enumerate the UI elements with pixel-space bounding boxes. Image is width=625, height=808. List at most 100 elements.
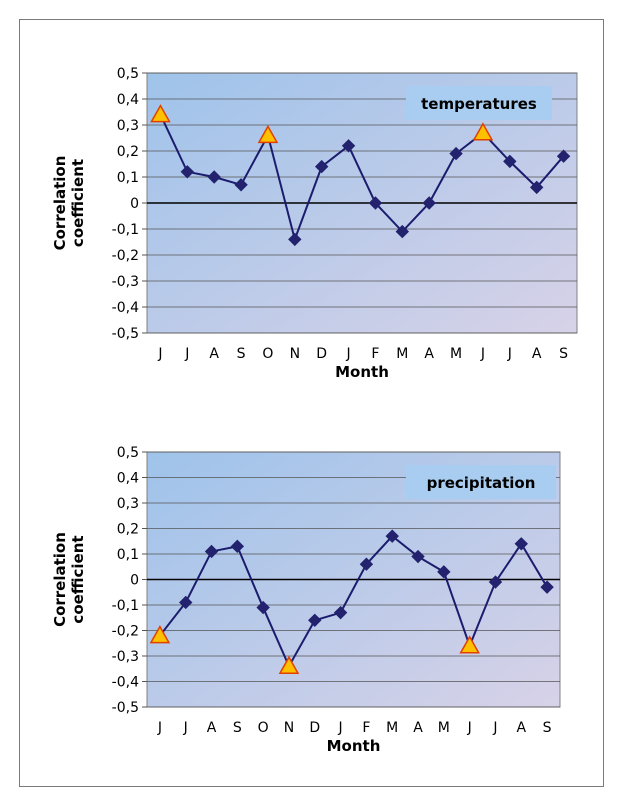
- x-tick-label: M: [438, 720, 450, 736]
- y-tick-label: -0,5: [112, 700, 139, 716]
- legend-box: [406, 86, 552, 120]
- y-tick-label: 0,5: [117, 66, 139, 82]
- data-point: [314, 159, 329, 174]
- data-point: [529, 180, 544, 195]
- data-point: [359, 557, 374, 571]
- y-axis-title-line2: coefficient: [69, 535, 87, 623]
- x-tick-label: A: [413, 720, 423, 736]
- y-tick-label: -0,4: [112, 675, 139, 691]
- figure-frame: 0,5 0,4 0,3 0,2 0,1 0 -0,1 -0,2 -0,3 -0,4 -0,5 J J A S…: [19, 19, 604, 787]
- x-tick-label: J: [507, 346, 512, 362]
- x-tick-label: A: [516, 720, 526, 736]
- y-tick-label: -0,2: [112, 248, 139, 264]
- data-point: [368, 196, 383, 210]
- y-tick-label: 0,3: [117, 496, 139, 512]
- x-tick-label: M: [396, 346, 408, 362]
- y-axis-title-line1: Correlation: [51, 156, 69, 251]
- y-tick-label: 0,2: [117, 522, 139, 538]
- y-axis-title-line1: Correlation: [51, 532, 69, 627]
- data-point: [488, 575, 503, 589]
- x-tick-label: J: [183, 720, 188, 736]
- data-point: [556, 149, 571, 163]
- highlighted-data-point: [278, 655, 300, 674]
- y-tick-label: 0: [130, 196, 139, 212]
- data-point: [204, 544, 219, 559]
- highlighted-data-point: [472, 122, 494, 141]
- y-tick-label: -0,4: [112, 300, 139, 316]
- legend-label: temperatures: [421, 95, 537, 113]
- legend-box: [406, 465, 556, 499]
- x-tick-label: M: [450, 346, 462, 362]
- x-tick-label: F: [362, 720, 370, 736]
- data-point: [341, 139, 356, 153]
- y-tick-label: 0,5: [117, 445, 139, 461]
- y-tick-label: 0,4: [117, 471, 139, 487]
- data-point: [179, 595, 193, 610]
- y-tick-label: 0,3: [117, 118, 139, 134]
- data-point: [503, 154, 517, 169]
- x-axis-title: Month: [335, 363, 389, 381]
- y-tick-label: 0,4: [117, 92, 139, 108]
- x-tick-label: O: [262, 346, 273, 362]
- data-point: [180, 165, 195, 179]
- y-tick-label: 0,1: [117, 547, 139, 563]
- highlighted-data-point: [150, 104, 171, 123]
- x-tick-label: J: [157, 720, 162, 736]
- x-tick-label: S: [559, 346, 568, 362]
- y-tick-label: 0,1: [117, 170, 139, 186]
- precipitation-correlation-chart: 0,50,40,30,20,10-0,1-0,2-0,3-0,4-0,5J J A S…: [51, 445, 561, 755]
- data-point: [422, 196, 436, 210]
- y-tick-label: -0,1: [112, 222, 139, 238]
- data-point: [411, 549, 425, 564]
- data-point: [256, 600, 270, 615]
- x-axis-title: Month: [327, 737, 381, 755]
- x-tick-label: J: [492, 720, 497, 736]
- x-tick-label: S: [237, 346, 246, 362]
- y-tick-label: -0,5: [112, 326, 139, 342]
- data-point: [385, 529, 399, 543]
- x-tick-label: J: [345, 346, 350, 362]
- x-tick-label: A: [207, 720, 217, 736]
- data-point: [230, 539, 245, 554]
- x-tick-label: J: [480, 346, 485, 362]
- y-tick-label: -0,3: [112, 274, 139, 290]
- x-tick-label: J: [184, 346, 189, 362]
- data-point: [514, 537, 528, 551]
- series-line: [159, 114, 565, 243]
- highlighted-data-point: [149, 625, 171, 644]
- x-tick-label: J: [467, 720, 472, 736]
- x-tick-label: S: [233, 720, 242, 736]
- x-tick-label: D: [316, 346, 327, 362]
- highlighted-data-point: [257, 124, 279, 144]
- temperature-correlation-chart: 0,5 0,4 0,3 0,2 0,1 0 -0,1 -0,2 -0,3 -0,4 -0,5 J J A S…: [51, 66, 578, 381]
- data-point: [207, 170, 221, 184]
- x-tick-label: J: [157, 346, 162, 362]
- x-tick-label: N: [290, 346, 300, 362]
- data-point: [333, 605, 348, 620]
- data-point: [437, 565, 451, 579]
- y-tick-label: -0,3: [112, 649, 139, 665]
- x-tick-label: S: [543, 720, 552, 736]
- data-point: [395, 224, 410, 239]
- x-tick-label: A: [209, 346, 219, 362]
- x-tick-label: N: [284, 720, 294, 736]
- x-tick-label: A: [424, 346, 434, 362]
- data-point: [288, 232, 302, 247]
- y-tick-label: 0,2: [117, 144, 139, 160]
- data-point: [449, 146, 463, 161]
- x-tick-label: O: [258, 720, 269, 736]
- y-axis-title-line2: coefficient: [69, 159, 87, 247]
- y-tick-label: -0,2: [112, 624, 139, 640]
- x-tick-label: J: [338, 720, 343, 736]
- y-tick-label: -0,1: [112, 598, 139, 614]
- x-tick-label: D: [309, 720, 320, 736]
- x-tick-label: M: [386, 720, 398, 736]
- data-point: [308, 613, 322, 628]
- highlighted-data-point: [459, 635, 480, 654]
- legend-label: precipitation: [427, 474, 536, 492]
- y-tick-label: 0: [130, 573, 139, 589]
- x-tick-label: F: [371, 346, 379, 362]
- data-point: [234, 178, 248, 192]
- series-line: [159, 534, 548, 669]
- x-tick-label: A: [532, 346, 542, 362]
